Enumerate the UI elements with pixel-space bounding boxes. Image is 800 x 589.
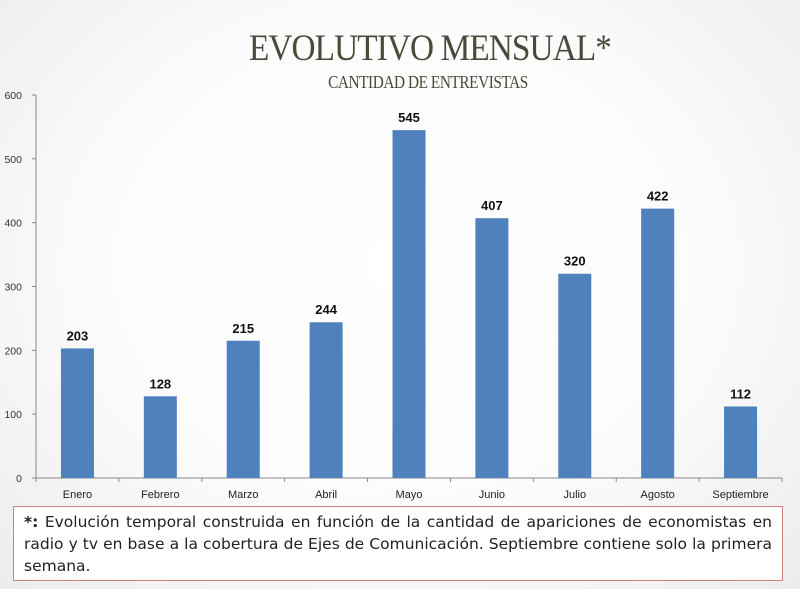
bar-febrero (143, 396, 177, 478)
x-tick-label: Mayo (396, 489, 423, 501)
bar-agosto (641, 208, 675, 478)
data-label: 203 (67, 328, 89, 343)
y-tick-label: 400 (4, 218, 22, 230)
data-label: 112 (730, 387, 751, 402)
bar-septiembre (724, 406, 758, 478)
bar-julio (558, 273, 592, 478)
data-label: 128 (149, 376, 171, 391)
data-label: 244 (315, 302, 337, 317)
bar-chart: 0 100 200 300 400 500 600 Enero Febrero Marzo Abr… (4, 90, 783, 501)
y-tick-label: 300 (4, 282, 22, 294)
x-tick-label: Enero (63, 489, 92, 501)
x-tick-label: Abril (315, 489, 337, 501)
data-label: 545 (398, 110, 420, 125)
y-tick-label: 500 (4, 154, 22, 166)
bar-series (60, 130, 758, 478)
bar-junio (475, 218, 509, 478)
y-tick-label: 100 (4, 409, 22, 421)
data-label: 320 (564, 254, 586, 269)
data-label: 407 (481, 198, 503, 213)
y-tick-label: 600 (4, 90, 22, 102)
x-tick-label: Marzo (228, 489, 259, 501)
footnote-text: Evolución temporal construida en función… (24, 513, 772, 575)
y-tick-label: 0 (16, 473, 22, 485)
data-label: 215 (232, 321, 254, 336)
x-tick-label: Julio (563, 489, 586, 501)
bar-mayo (392, 130, 426, 478)
page-subtitle: CANTIDAD DE ENTREVISTAS (328, 72, 528, 92)
x-axis-ticks: Enero Febrero Marzo Abril Mayo Junio Julio Agos… (35, 478, 783, 501)
x-tick-label: Junio (479, 489, 505, 501)
x-tick-label: Agosto (641, 489, 675, 501)
footnote-marker: *: (24, 513, 39, 531)
y-tick-label: 200 (4, 345, 22, 357)
x-tick-label: Septiembre (712, 489, 768, 501)
y-axis-ticks: 0 100 200 300 400 500 600 (4, 90, 36, 485)
bar-marzo (226, 340, 260, 478)
data-labels: 203 128 215 244 545 407 320 422 112 (67, 110, 751, 401)
data-label: 422 (647, 189, 669, 204)
bar-enero (60, 348, 94, 478)
x-tick-label: Febrero (141, 489, 180, 501)
footnote-box: *: Evolución temporal construida en func… (13, 506, 783, 581)
page-title: EVOLUTIVO MENSUAL* (248, 28, 612, 69)
bar-abril (309, 322, 343, 478)
